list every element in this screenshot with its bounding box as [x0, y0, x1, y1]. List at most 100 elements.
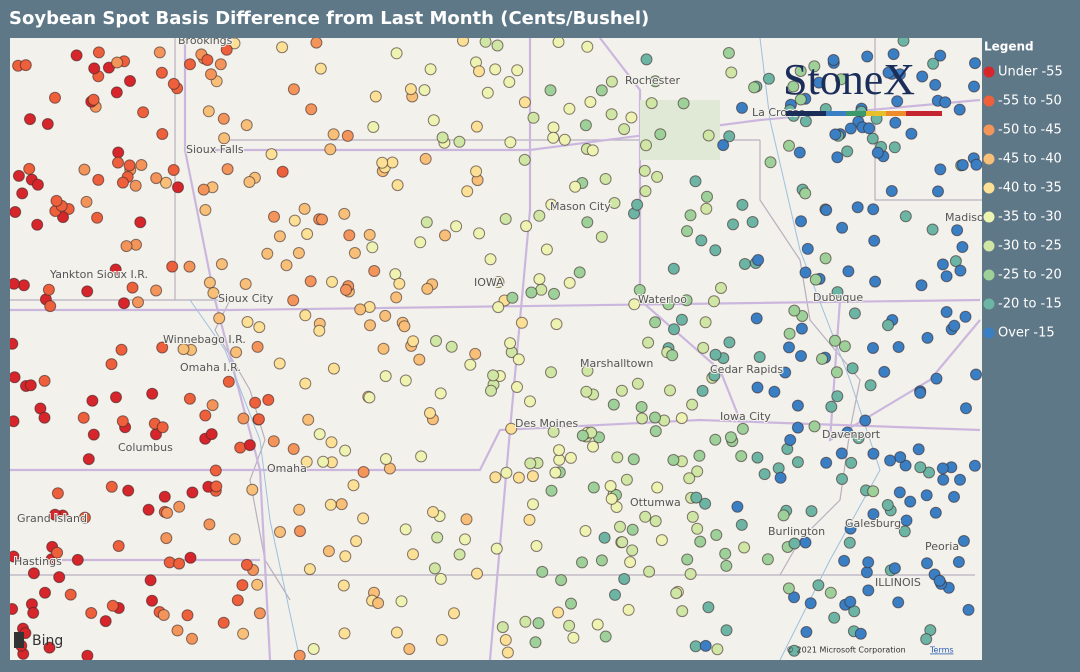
station-dot [501, 646, 514, 659]
station-dot [724, 431, 737, 444]
station-dot [122, 484, 135, 497]
station-dot [99, 615, 112, 628]
station-dot [512, 471, 525, 484]
station-dot [399, 523, 412, 536]
station-dot [105, 480, 118, 493]
bing-logo: Bing [32, 633, 63, 649]
place-label: Mason City [550, 200, 611, 213]
station-dot [160, 532, 173, 545]
station-dot [750, 312, 763, 325]
station-dot [970, 158, 982, 171]
station-dot [92, 173, 105, 186]
station-dot [527, 498, 539, 511]
station-dot [299, 377, 312, 390]
station-dot [867, 342, 879, 354]
station-dot [844, 522, 857, 535]
station-dot [287, 294, 300, 307]
station-dot [515, 316, 528, 329]
legend-title: Legend [984, 40, 1034, 54]
station-dot [246, 483, 259, 496]
station-dot [788, 537, 801, 550]
station-dot [294, 525, 306, 538]
station-dot [142, 503, 155, 516]
station-dot [504, 136, 517, 149]
station-dot [954, 473, 966, 486]
station-dot [831, 286, 844, 299]
station-dot [512, 353, 525, 366]
station-dot [293, 503, 306, 516]
station-dot [240, 558, 253, 571]
station-dot [553, 444, 565, 457]
station-dot [720, 559, 733, 572]
station-dot [933, 574, 946, 587]
station-dot [237, 627, 250, 640]
station-dot [496, 621, 509, 634]
station-dot [287, 83, 300, 96]
station-dot [221, 163, 234, 176]
station-dot [927, 57, 940, 70]
station-dot [201, 54, 214, 66]
station-dot [430, 335, 442, 347]
station-dot [628, 298, 641, 311]
station-dot [591, 618, 604, 631]
station-dot [793, 146, 806, 159]
station-dot [106, 599, 119, 612]
station-dot [499, 213, 512, 225]
station-dot [273, 357, 286, 370]
station-dot [626, 523, 639, 536]
station-dot [640, 139, 652, 152]
station-dot [722, 47, 735, 59]
station-dot [595, 84, 608, 97]
map[interactable]: Brookings Rochester Sioux Falls Mason City I… [7, 34, 991, 661]
station-dot [954, 264, 967, 277]
terms-link[interactable]: Terms [929, 646, 954, 655]
station-dot [787, 80, 800, 93]
legend-swatch [983, 153, 995, 165]
station-dot [70, 49, 83, 62]
station-dot [217, 616, 230, 629]
station-dot [614, 520, 626, 533]
station-dot [649, 75, 662, 88]
station-dot [42, 283, 55, 296]
station-dot [820, 456, 833, 469]
station-dot [844, 122, 857, 135]
map-background [10, 38, 982, 660]
station-dot [605, 75, 618, 88]
station-dot [317, 455, 330, 468]
station-dot [116, 176, 129, 189]
station-dot [49, 508, 61, 521]
station-dot [626, 544, 639, 557]
station-dot [891, 95, 904, 108]
station-dot [899, 210, 912, 223]
station-dot [24, 379, 37, 392]
station-dot [413, 353, 426, 366]
place-label: Cedar Rapids [710, 363, 783, 376]
station-dot [492, 301, 505, 314]
station-dot [156, 341, 169, 354]
station-dot [10, 603, 19, 615]
station-dot [427, 506, 439, 518]
station-dot [764, 156, 777, 169]
copyright: © 2021 Microsoft Corporation [786, 646, 906, 655]
station-dot [520, 220, 533, 233]
station-dot [702, 129, 715, 142]
station-dot [794, 65, 807, 77]
station-dot [500, 466, 513, 479]
station-dot [867, 447, 880, 460]
logo-text: StoneX [783, 55, 915, 104]
station-dot [435, 634, 448, 646]
station-dot [335, 498, 348, 511]
station-dot [625, 111, 638, 124]
station-dot [479, 38, 492, 48]
station-dot [459, 533, 471, 546]
station-dot [609, 588, 621, 601]
legend-swatch [983, 124, 995, 136]
legend-swatch [983, 327, 995, 339]
station-dot [841, 426, 854, 439]
station-dot [183, 260, 196, 273]
station-dot [525, 286, 538, 299]
station-dot [324, 143, 337, 156]
station-dot [956, 241, 969, 253]
station-dot [799, 266, 812, 279]
station-dot [859, 414, 872, 427]
